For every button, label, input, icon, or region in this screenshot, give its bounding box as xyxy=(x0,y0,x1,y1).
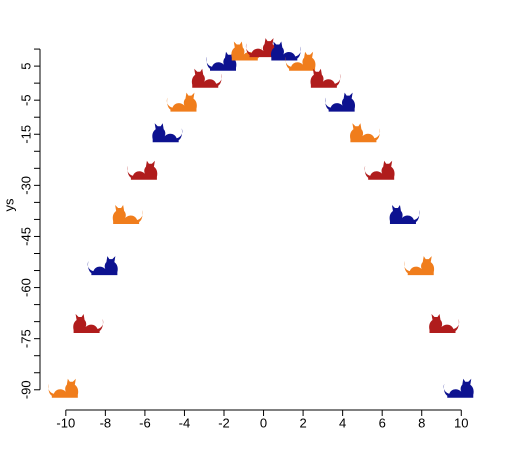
y-tick-label: -30 xyxy=(18,176,33,195)
cat-point xyxy=(270,41,301,61)
x-tick-label: -10 xyxy=(56,415,75,430)
cat-point xyxy=(389,205,420,225)
x-tick-label: -6 xyxy=(139,415,151,430)
cat-point xyxy=(324,92,356,112)
cat-point xyxy=(429,314,460,334)
y-tick-label: -15 xyxy=(18,125,33,144)
cat-point xyxy=(48,378,79,398)
y-tick-label: 5 xyxy=(18,62,33,69)
x-tick-label: 10 xyxy=(454,415,468,430)
x-tick-label: -4 xyxy=(179,415,191,430)
y-tick-label: -90 xyxy=(18,380,33,399)
cat-point xyxy=(443,378,474,398)
y-tick-label: -75 xyxy=(18,329,33,348)
cat-point xyxy=(73,314,104,334)
x-tick-label: -2 xyxy=(218,415,230,430)
cat-point xyxy=(87,256,118,276)
cat-point xyxy=(191,68,222,88)
cat-point xyxy=(152,123,183,143)
x-tick-label: 4 xyxy=(339,415,346,430)
cat-point xyxy=(127,160,158,180)
cat-point xyxy=(206,51,237,71)
y-tick-label: -45 xyxy=(18,227,33,246)
x-tick-label: 0 xyxy=(260,415,267,430)
cat-point xyxy=(245,38,276,58)
cat-point xyxy=(364,160,395,180)
cat-point xyxy=(166,92,197,112)
y-tick-label: -5 xyxy=(18,94,33,106)
x-tick-label: -8 xyxy=(100,415,112,430)
x-tick-label: 2 xyxy=(299,415,306,430)
cat-point xyxy=(112,205,143,225)
cat-point xyxy=(350,123,381,143)
cat-point xyxy=(310,68,341,88)
y-axis-label: ys xyxy=(1,198,16,212)
cat-point xyxy=(404,256,435,276)
x-tick-label: 8 xyxy=(418,415,425,430)
x-tick-label: 6 xyxy=(379,415,386,430)
y-tick-label: -60 xyxy=(18,278,33,297)
cat-point xyxy=(285,51,316,71)
